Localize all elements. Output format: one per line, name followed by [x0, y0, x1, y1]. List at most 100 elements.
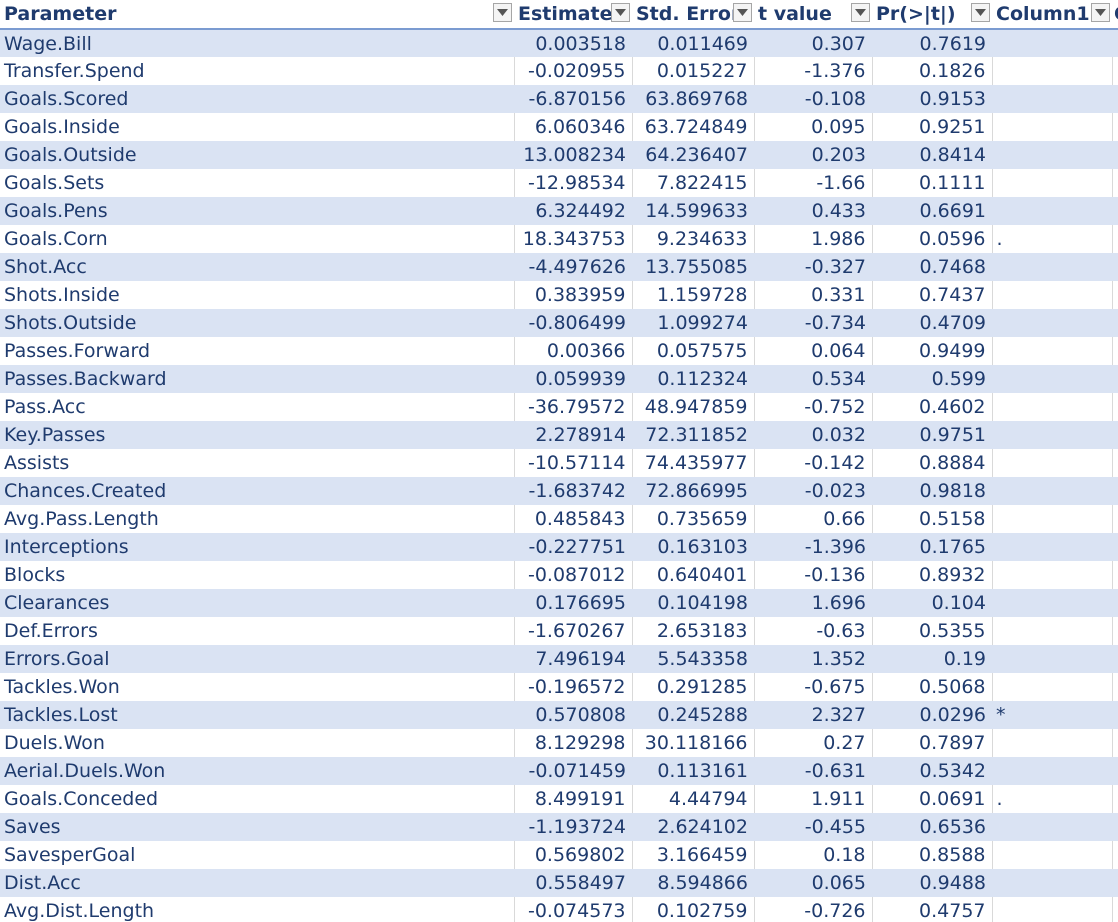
cell-parameter[interactable]: Errors.Goal	[0, 645, 514, 673]
cell-empty[interactable]	[1112, 29, 1118, 57]
cell-parameter[interactable]: Wage.Bill	[0, 29, 514, 57]
cell-std-error[interactable]: 2.653183	[631, 617, 754, 645]
cell-significance[interactable]	[992, 757, 1112, 785]
cell-t-value[interactable]: 0.66	[753, 505, 872, 533]
cell-significance[interactable]	[992, 421, 1112, 449]
cell-parameter[interactable]: Aerial.Duels.Won	[0, 757, 514, 785]
cell-p-value[interactable]: 0.19	[872, 645, 992, 673]
cell-estimate[interactable]: 8.129298	[513, 729, 632, 757]
cell-significance[interactable]	[991, 897, 1112, 922]
cell-p-value[interactable]: 0.4757	[871, 897, 992, 922]
cell-empty[interactable]	[1111, 897, 1118, 922]
cell-estimate[interactable]: -1.683742	[514, 477, 632, 505]
cell-p-value[interactable]: 0.9751	[872, 421, 992, 449]
cell-empty[interactable]	[1112, 645, 1118, 673]
cell-std-error[interactable]: 48.947859	[631, 393, 754, 421]
cell-p-value[interactable]: 0.104	[872, 589, 992, 617]
cell-t-value[interactable]: -0.108	[754, 85, 872, 113]
filter-dropdown-button[interactable]	[611, 3, 630, 22]
cell-estimate[interactable]: -0.020955	[513, 57, 632, 85]
cell-t-value[interactable]: -1.66	[753, 169, 872, 197]
cell-std-error[interactable]: 13.755085	[632, 253, 754, 281]
cell-t-value[interactable]: 1.352	[754, 645, 872, 673]
cell-empty[interactable]	[1112, 757, 1118, 785]
cell-empty[interactable]	[1112, 253, 1118, 281]
cell-p-value[interactable]: 0.5068	[871, 673, 992, 701]
cell-p-value[interactable]: 0.4602	[871, 393, 992, 421]
cell-t-value[interactable]: 0.065	[754, 869, 872, 897]
cell-t-value[interactable]: -0.63	[753, 617, 872, 645]
cell-std-error[interactable]: 7.822415	[631, 169, 754, 197]
cell-std-error[interactable]: 14.599633	[632, 197, 754, 225]
cell-t-value[interactable]: -0.631	[754, 757, 872, 785]
cell-empty[interactable]	[1112, 365, 1118, 393]
cell-parameter[interactable]: Goals.Sets	[0, 169, 514, 197]
cell-t-value[interactable]: 1.986	[753, 225, 872, 253]
cell-parameter[interactable]: Saves	[0, 813, 514, 841]
cell-empty[interactable]	[1111, 169, 1118, 197]
cell-empty[interactable]	[1111, 785, 1118, 813]
cell-significance[interactable]	[992, 253, 1112, 281]
cell-empty[interactable]	[1111, 449, 1118, 477]
cell-t-value[interactable]: -0.023	[754, 477, 872, 505]
cell-p-value[interactable]: 0.9499	[871, 337, 992, 365]
cell-std-error[interactable]: 64.236407	[632, 141, 754, 169]
cell-parameter[interactable]: Passes.Forward	[0, 337, 514, 365]
cell-p-value[interactable]: 0.0296	[872, 701, 992, 729]
cell-t-value[interactable]: -1.396	[754, 533, 872, 561]
cell-p-value[interactable]: 0.8414	[872, 141, 992, 169]
cell-empty[interactable]	[1112, 533, 1118, 561]
cell-t-value[interactable]: 1.911	[753, 785, 872, 813]
cell-t-value[interactable]: -0.726	[753, 897, 872, 922]
cell-p-value[interactable]: 0.9251	[871, 113, 992, 141]
cell-std-error[interactable]: 0.112324	[632, 365, 754, 393]
cell-estimate[interactable]: -0.074573	[513, 897, 632, 922]
cell-std-error[interactable]: 30.118166	[631, 729, 754, 757]
cell-t-value[interactable]: 0.095	[753, 113, 872, 141]
cell-parameter[interactable]: Goals.Outside	[0, 141, 514, 169]
cell-parameter[interactable]: Tackles.Won	[0, 673, 514, 701]
cell-p-value[interactable]: 0.8588	[871, 841, 992, 869]
cell-estimate[interactable]: -0.071459	[514, 757, 632, 785]
cell-std-error[interactable]: 5.543358	[632, 645, 754, 673]
cell-empty[interactable]	[1111, 841, 1118, 869]
cell-estimate[interactable]: 0.00366	[513, 337, 632, 365]
cell-std-error[interactable]: 72.866995	[632, 477, 754, 505]
cell-estimate[interactable]: -1.193724	[514, 813, 632, 841]
cell-t-value[interactable]: -0.136	[753, 561, 872, 589]
cell-std-error[interactable]: 63.869768	[632, 85, 754, 113]
cell-parameter[interactable]: Blocks	[0, 561, 514, 589]
cell-parameter[interactable]: Assists	[0, 449, 514, 477]
cell-p-value[interactable]: 0.7619	[872, 29, 992, 57]
cell-empty[interactable]	[1112, 421, 1118, 449]
cell-p-value[interactable]: 0.5342	[872, 757, 992, 785]
cell-t-value[interactable]: 0.18	[753, 841, 872, 869]
cell-estimate[interactable]: 13.008234	[514, 141, 632, 169]
cell-std-error[interactable]: 0.057575	[631, 337, 754, 365]
cell-parameter[interactable]: Transfer.Spend	[0, 57, 514, 85]
cell-significance[interactable]	[991, 169, 1112, 197]
cell-std-error[interactable]: 0.104198	[632, 589, 754, 617]
cell-empty[interactable]	[1111, 617, 1118, 645]
cell-parameter[interactable]: Shot.Acc	[0, 253, 514, 281]
cell-parameter[interactable]: Goals.Conceded	[0, 785, 514, 813]
cell-t-value[interactable]: 2.327	[754, 701, 872, 729]
cell-estimate[interactable]: 0.383959	[513, 281, 632, 309]
cell-t-value[interactable]: -1.376	[753, 57, 872, 85]
cell-empty[interactable]	[1112, 589, 1118, 617]
cell-t-value[interactable]: 0.27	[753, 729, 872, 757]
filter-dropdown-button[interactable]	[733, 3, 752, 22]
cell-significance[interactable]	[992, 29, 1112, 57]
cell-t-value[interactable]: -0.734	[754, 309, 872, 337]
cell-p-value[interactable]: 0.7468	[872, 253, 992, 281]
cell-parameter[interactable]: Goals.Inside	[0, 113, 514, 141]
cell-p-value[interactable]: 0.4709	[872, 309, 992, 337]
cell-significance[interactable]	[991, 617, 1112, 645]
cell-estimate[interactable]: -10.57114	[513, 449, 632, 477]
cell-t-value[interactable]: -0.455	[754, 813, 872, 841]
cell-significance[interactable]	[991, 729, 1112, 757]
cell-estimate[interactable]: -6.870156	[514, 85, 632, 113]
cell-empty[interactable]	[1112, 85, 1118, 113]
cell-significance[interactable]	[991, 393, 1112, 421]
cell-p-value[interactable]: 0.599	[872, 365, 992, 393]
